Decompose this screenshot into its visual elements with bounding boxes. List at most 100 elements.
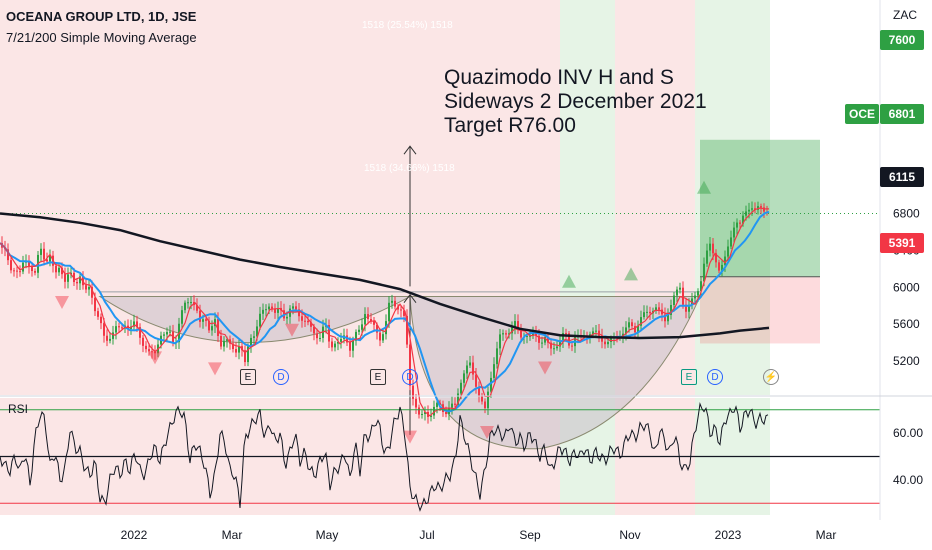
candle-body bbox=[232, 343, 234, 350]
price-axis-tick: 6000 bbox=[893, 280, 920, 294]
candle-body bbox=[532, 332, 534, 336]
candle-body bbox=[493, 364, 495, 378]
lightning-event-icon[interactable]: ⚡ bbox=[763, 369, 779, 385]
candle-body bbox=[244, 350, 246, 363]
candle-body bbox=[316, 333, 318, 339]
candle-body bbox=[718, 262, 720, 271]
candle-body bbox=[631, 322, 633, 327]
candle-body bbox=[223, 340, 225, 347]
sell-signal-marker bbox=[148, 351, 162, 365]
time-axis-tick: Jul bbox=[419, 528, 434, 542]
candle-body bbox=[466, 365, 468, 374]
annotation-line-3: Target R76.00 bbox=[444, 114, 576, 137]
candle-body bbox=[76, 282, 78, 284]
candle-body bbox=[355, 331, 357, 341]
candle-body bbox=[721, 264, 723, 271]
candle-body bbox=[415, 398, 417, 408]
dividend-marker[interactable]: D bbox=[273, 369, 289, 385]
candle-body bbox=[676, 289, 678, 296]
candle-body bbox=[655, 307, 657, 311]
candle-body bbox=[16, 270, 18, 272]
buy-signal-marker bbox=[624, 267, 638, 281]
candle-body bbox=[337, 341, 339, 344]
candle-body bbox=[706, 250, 708, 264]
candle-body bbox=[208, 320, 210, 331]
sma-21-line bbox=[0, 210, 770, 413]
candle-body bbox=[19, 271, 21, 273]
candle-body bbox=[394, 300, 396, 307]
candle-body bbox=[265, 309, 267, 311]
candle-body bbox=[196, 305, 198, 311]
candle-body bbox=[148, 349, 150, 352]
candle-body bbox=[88, 286, 90, 290]
candle-body bbox=[688, 304, 690, 312]
candle-body bbox=[664, 314, 666, 322]
sell-signal-marker bbox=[403, 430, 417, 444]
candle-body bbox=[703, 263, 705, 282]
rsi-label[interactable]: RSI bbox=[8, 402, 29, 416]
earnings-marker[interactable]: E bbox=[681, 369, 697, 385]
candle-body bbox=[154, 351, 156, 354]
candle-body bbox=[694, 295, 696, 299]
candle-body bbox=[646, 311, 648, 313]
indicator-label[interactable]: 7/21/200 Simple Moving Average bbox=[6, 30, 197, 45]
candle-body bbox=[397, 306, 399, 310]
candle-body bbox=[520, 329, 522, 338]
candle-body bbox=[682, 287, 684, 305]
annotation-line-1: Quazimodo INV H and S bbox=[444, 66, 674, 89]
candle-body bbox=[751, 208, 753, 210]
candle-body bbox=[556, 346, 558, 349]
candle-body bbox=[139, 327, 141, 338]
candle-body bbox=[748, 209, 750, 212]
candle-body bbox=[328, 325, 330, 342]
symbol-title[interactable]: OCEANA GROUP LTD, 1D, JSE bbox=[6, 9, 197, 24]
candle-body bbox=[679, 287, 681, 290]
candle-body bbox=[247, 346, 249, 363]
candle-body bbox=[187, 302, 189, 304]
candle-body bbox=[298, 309, 300, 317]
earnings-marker[interactable]: E bbox=[240, 369, 256, 385]
candle-body bbox=[538, 335, 540, 343]
candle-body bbox=[457, 393, 459, 405]
candle-body bbox=[403, 310, 405, 316]
candle-body bbox=[430, 415, 432, 417]
candle-body bbox=[370, 319, 372, 322]
candle-body bbox=[640, 317, 642, 326]
candle-body bbox=[460, 382, 462, 394]
rsi-line bbox=[0, 401, 769, 512]
candle-body bbox=[490, 377, 492, 392]
candle-body bbox=[259, 313, 261, 327]
candle-body bbox=[484, 401, 486, 409]
measured-move-lower-label: 1518 (34.66%) 1518 bbox=[364, 163, 455, 174]
price-axis-tick: 5600 bbox=[893, 317, 920, 331]
candle-body bbox=[709, 243, 711, 251]
candle-body bbox=[544, 337, 546, 343]
candle-body bbox=[715, 253, 717, 263]
candle-body bbox=[658, 307, 660, 310]
candle-body bbox=[511, 327, 513, 334]
candle-body bbox=[112, 332, 114, 339]
candle-body bbox=[151, 351, 153, 353]
candle-body bbox=[685, 304, 687, 312]
candle-body bbox=[220, 336, 222, 347]
dividend-marker[interactable]: D bbox=[707, 369, 723, 385]
candle-body bbox=[133, 321, 135, 327]
candle-body bbox=[364, 314, 366, 325]
candle-body bbox=[181, 310, 183, 324]
candle-body bbox=[454, 403, 456, 405]
candle-body bbox=[226, 339, 228, 341]
candle-body bbox=[763, 207, 765, 212]
candle-body bbox=[58, 267, 60, 273]
candle-body bbox=[625, 327, 627, 334]
candle-body bbox=[31, 266, 33, 272]
candle-body bbox=[649, 311, 651, 314]
candle-body bbox=[643, 312, 645, 318]
candle-body bbox=[313, 326, 315, 334]
sma-7-line bbox=[0, 207, 769, 417]
candle-body bbox=[382, 334, 384, 341]
earnings-marker[interactable]: E bbox=[370, 369, 386, 385]
pattern-annotation: Quazimodo INV H and S Sideways 2 Decembe… bbox=[444, 66, 707, 138]
dividend-marker[interactable]: D bbox=[402, 369, 418, 385]
candle-body bbox=[373, 321, 375, 325]
candle-body bbox=[601, 335, 603, 342]
